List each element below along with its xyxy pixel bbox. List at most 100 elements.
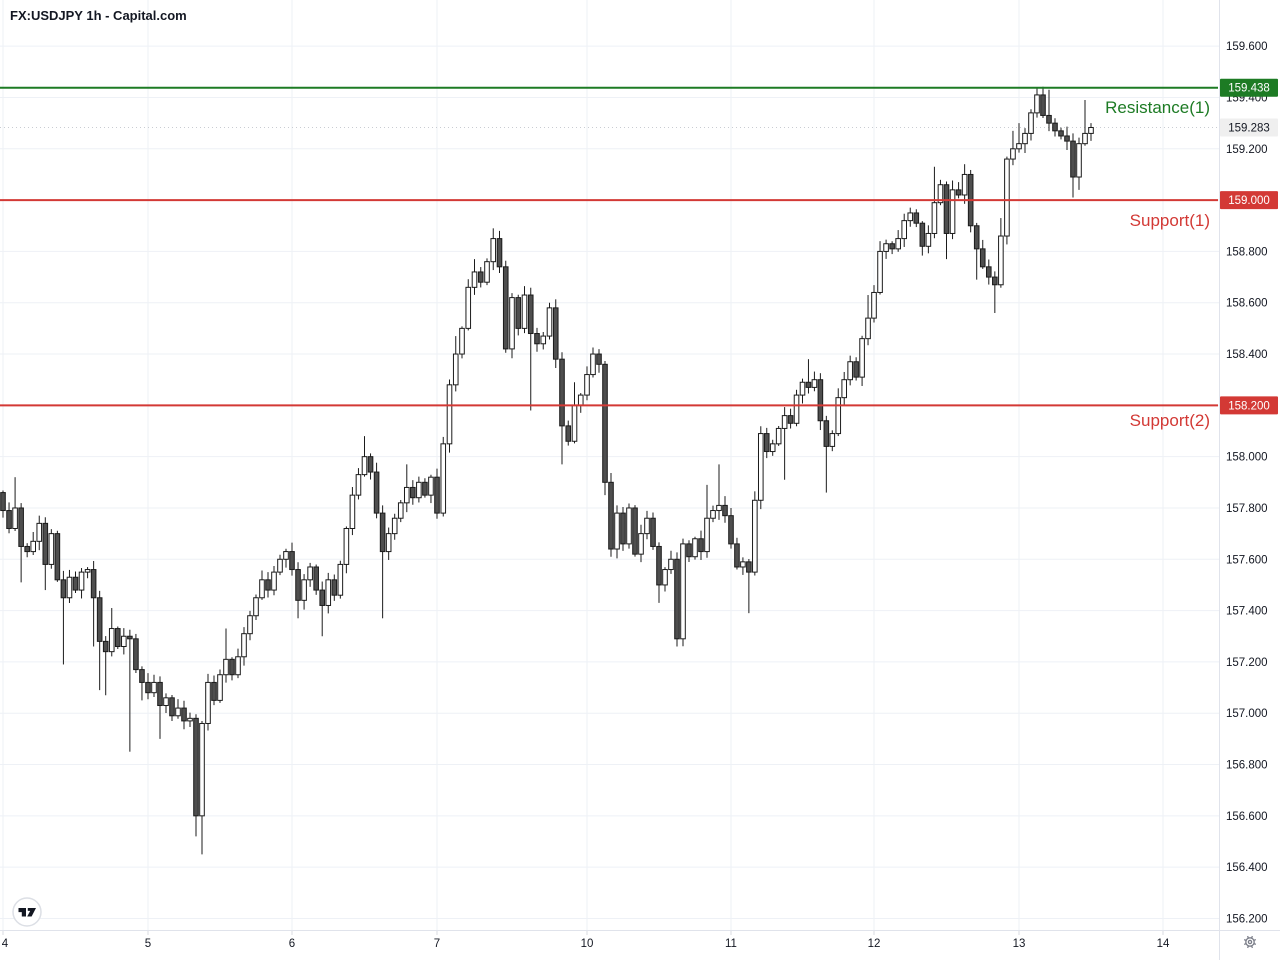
candle-body	[127, 635, 133, 640]
price-tick-label: 157.200	[1226, 657, 1268, 669]
candle-body	[283, 551, 289, 560]
gear-tooth	[1251, 945, 1254, 949]
candle-down	[620, 507, 626, 551]
candle-down	[967, 169, 974, 233]
logo-mark-1	[18, 908, 26, 917]
candle-body	[265, 579, 271, 591]
price-tick-label: 158.000	[1226, 452, 1268, 464]
last-price-tag-bg	[1220, 118, 1278, 137]
gear-tooth	[1253, 938, 1257, 941]
candle-up	[385, 527, 392, 560]
candle-down	[534, 327, 540, 352]
chart-pane[interactable]	[0, 0, 1219, 930]
candle-body	[391, 517, 398, 535]
candle-body	[96, 597, 103, 642]
candle-body	[829, 433, 836, 447]
candle-body	[644, 517, 650, 535]
candle-body	[841, 379, 848, 399]
candle-down	[18, 503, 24, 583]
candle-up	[343, 526, 350, 574]
candle-up	[546, 302, 553, 340]
candle-body	[289, 551, 295, 571]
price-tick-label: 159.600	[1226, 41, 1268, 53]
candle-up	[704, 484, 710, 558]
support-1-label[interactable]: Support(1)	[1129, 211, 1210, 231]
support-2-label[interactable]: Support(2)	[1129, 411, 1210, 431]
candle-body	[871, 291, 877, 319]
candle-body	[865, 317, 871, 340]
candle-body	[746, 561, 752, 573]
price-tick-label: 156.800	[1226, 760, 1268, 772]
grid	[0, 0, 1219, 930]
resistance-1-label[interactable]: Resistance(1)	[1105, 97, 1210, 117]
candle-up	[865, 295, 871, 346]
candle-up	[259, 570, 265, 600]
candle-body	[337, 563, 344, 596]
candle-down	[919, 221, 926, 256]
candle-up	[521, 286, 528, 334]
candle-down	[90, 561, 97, 647]
candle-body	[614, 512, 620, 550]
candle-down	[42, 517, 49, 591]
candle-down	[973, 222, 980, 280]
candle-down	[722, 496, 728, 523]
candle-down	[102, 636, 109, 696]
candle-body	[919, 222, 926, 247]
candle-body	[440, 443, 447, 514]
candle-down	[805, 359, 812, 394]
tradingview-logo[interactable]	[12, 897, 42, 927]
candle-up	[440, 436, 447, 517]
price-tick-label: 157.600	[1226, 554, 1268, 566]
candle-up	[355, 468, 362, 500]
candle-body	[847, 361, 853, 381]
candle-body	[692, 538, 698, 558]
candle-body	[313, 566, 319, 591]
candle-body	[90, 569, 97, 599]
candle-up	[740, 557, 746, 575]
candle-up	[217, 669, 223, 703]
candle-body	[992, 276, 998, 286]
candle-down	[955, 182, 962, 199]
time-tick-label: 4	[2, 938, 9, 950]
candle-body	[565, 425, 572, 442]
candle-body	[121, 635, 127, 648]
candle-up	[877, 241, 883, 295]
candle-up	[775, 425, 782, 446]
candle-down	[817, 373, 824, 431]
candle-up	[66, 569, 73, 603]
candle-body	[901, 220, 908, 240]
candle-body	[241, 633, 247, 658]
candle-down	[632, 505, 638, 557]
candle-down	[6, 502, 12, 534]
support-price-tag-2: 158.200	[1220, 396, 1278, 415]
candle-up	[175, 699, 181, 719]
price-axis[interactable]	[1219, 0, 1280, 960]
candle-up	[253, 594, 259, 621]
candle-up	[907, 207, 914, 227]
candle-up	[871, 285, 877, 323]
gear-icon[interactable]	[1243, 935, 1257, 949]
candle-down	[367, 453, 374, 480]
time-tick-label: 7	[434, 938, 440, 950]
candle-up	[465, 279, 472, 331]
candle-up	[931, 166, 938, 239]
candle-body	[145, 681, 151, 694]
candle-body	[650, 517, 656, 547]
candle-up	[403, 464, 410, 513]
candle-up	[1034, 88, 1040, 118]
candle-body	[979, 248, 986, 268]
candle-up	[187, 712, 193, 728]
candle-body	[638, 533, 644, 555]
candle-up	[829, 430, 836, 452]
candle-down	[746, 558, 752, 614]
time-axis-labels: 4 5 6 7 10 11 12 13 14	[2, 931, 1170, 950]
candle-body	[1040, 94, 1046, 116]
candle-body	[961, 173, 968, 196]
time-axis[interactable]	[0, 930, 1280, 960]
candle-up	[271, 566, 277, 596]
candle-down	[698, 530, 704, 560]
candle-body	[459, 327, 465, 355]
candle-up	[590, 347, 596, 378]
candle-body	[139, 669, 145, 683]
candle-body	[985, 266, 992, 278]
